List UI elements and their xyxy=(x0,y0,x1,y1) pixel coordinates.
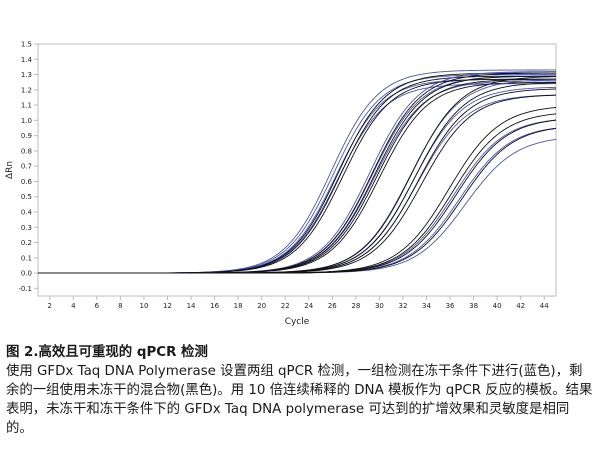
x-axis: 2 4 6 8 10 12 14 16 18 20 22 24 26 28 30 32 34 36 38 40 42 44 xyxy=(48,296,549,310)
x-tick-label: 18 xyxy=(234,302,243,310)
x-tick-label: 10 xyxy=(139,302,148,310)
y-tick-label: 0.7 xyxy=(21,163,32,171)
y-tick-label: 0.5 xyxy=(21,193,32,201)
y-tick-label: 1.2 xyxy=(21,86,32,94)
x-tick-label: 24 xyxy=(304,302,313,310)
x-axis-title: Cycle xyxy=(285,317,310,327)
x-tick-label: 2 xyxy=(48,302,52,310)
y-tick-label: 0.4 xyxy=(21,209,33,217)
figure-caption: 图 2.高效且可重现的 qPCR 检测 使用 GFDx Taq DNA Poly… xyxy=(6,343,594,438)
plot-frame xyxy=(37,43,557,297)
x-tick-label: 44 xyxy=(540,302,549,310)
amplification-curve-blue xyxy=(38,69,556,274)
amplification-plot: -0.1 0.0 0.1 0.2 0.3 0.4 0.5 0.6 0.7 0.8 0.9 1.0 1.1… xyxy=(5,41,557,327)
y-tick-label: 1.0 xyxy=(21,117,32,125)
amplification-curve-blue xyxy=(38,119,557,274)
amplification-curve-blue xyxy=(38,83,556,274)
y-tick-label: 0.1 xyxy=(21,254,32,262)
amplification-curve-black xyxy=(38,128,557,274)
caption-body: 使用 GFDx Taq DNA Polymerase 设置两组 qPCR 检测，… xyxy=(6,364,593,436)
y-tick-label: 0.6 xyxy=(21,178,33,186)
x-tick-label: 12 xyxy=(163,302,172,310)
amplification-curve-black xyxy=(38,107,557,274)
y-tick-label: 0.2 xyxy=(21,239,32,247)
y-tick-label: 0.3 xyxy=(21,224,32,232)
amplification-curves xyxy=(38,69,557,274)
amplification-curve-blue xyxy=(38,127,557,274)
y-tick-label: 0.9 xyxy=(21,132,32,140)
x-tick-label: 42 xyxy=(516,302,525,310)
amplification-chart: -0.1 0.0 0.1 0.2 0.3 0.4 0.5 0.6 0.7 0.8 0.9 1.0 1.1… xyxy=(5,41,557,327)
x-tick-label: 34 xyxy=(422,302,431,310)
x-tick-label: 8 xyxy=(118,302,122,310)
x-tick-label: 22 xyxy=(281,302,290,310)
x-tick-label: 28 xyxy=(351,302,360,310)
y-tick-label: -0.1 xyxy=(18,285,32,293)
x-tick-label: 38 xyxy=(469,302,478,310)
y-tick-label: 1.3 xyxy=(21,71,32,79)
x-tick-label: 16 xyxy=(210,302,219,310)
plot-border xyxy=(37,43,557,297)
y-tick-label: 0.0 xyxy=(21,270,32,278)
x-tick-label: 20 xyxy=(257,302,266,310)
x-tick-label: 30 xyxy=(375,302,384,310)
x-tick-label: 26 xyxy=(328,302,337,310)
y-tick-label: 1.5 xyxy=(21,41,32,49)
y-tick-label: 1.4 xyxy=(21,56,33,64)
x-tick-label: 40 xyxy=(493,302,502,310)
amplification-curve-black xyxy=(38,119,557,274)
x-tick-label: 36 xyxy=(446,302,455,310)
caption-title: 图 2.高效且可重现的 qPCR 检测 xyxy=(6,345,208,360)
y-axis-title: ΔRn xyxy=(5,161,15,179)
amplification-curve-blue xyxy=(38,80,557,274)
y-tick-label: 1.1 xyxy=(21,102,32,110)
y-tick-label: 0.8 xyxy=(21,147,32,155)
y-axis: -0.1 0.0 0.1 0.2 0.3 0.4 0.5 0.6 0.7 0.8 0.9 1.0 1.1… xyxy=(18,41,38,293)
x-tick-label: 32 xyxy=(398,302,407,310)
x-tick-label: 4 xyxy=(71,302,76,310)
x-tick-label: 14 xyxy=(187,302,196,310)
x-tick-label: 6 xyxy=(95,302,100,310)
